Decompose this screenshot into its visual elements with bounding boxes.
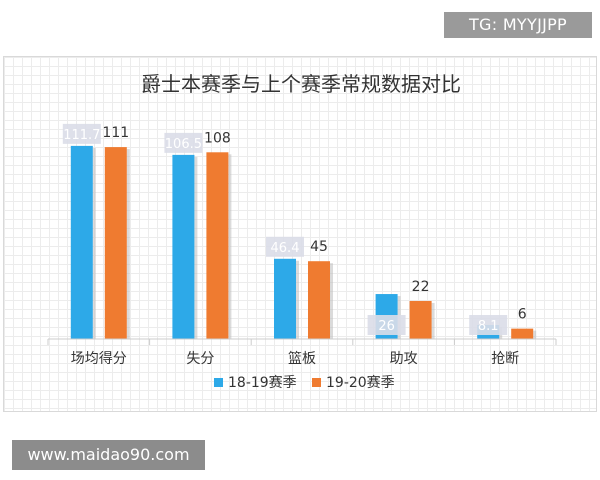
- data-label-series2: 22: [412, 279, 430, 295]
- x-axis: 场均得分 失分 篮板 助攻 抢断: [47, 338, 557, 367]
- bar-shadow: [296, 260, 299, 339]
- bar-shadow: [533, 330, 537, 339]
- bar-series2: [409, 300, 432, 339]
- data-label-series1: 46.4: [271, 241, 300, 256]
- data-label-series1: 111.7: [63, 128, 100, 143]
- watermark-top: TG: MYYJJPP: [444, 12, 592, 38]
- bar-series2: [308, 261, 330, 339]
- data-label-box: [164, 132, 203, 153]
- legend-label: 19-20赛季: [326, 375, 395, 391]
- data-label-series2: 45: [310, 239, 328, 255]
- data-label-series1: 106.5: [165, 137, 202, 152]
- bar-series2: [511, 328, 534, 339]
- x-tick-label: 失分: [186, 351, 214, 367]
- chart-panel: 爵士本赛季与上个赛季常规数据对比 111.7 111 106.5 108 46.4 45 2…: [3, 56, 597, 412]
- legend-label: 18-19赛季: [228, 375, 297, 391]
- data-label-series2: 6: [518, 307, 527, 323]
- legend-swatch: [312, 378, 321, 387]
- data-label-series1: 26: [378, 319, 395, 334]
- data-label-box: [266, 236, 304, 257]
- x-tick-label: 助攻: [390, 351, 418, 367]
- bar-series2: [206, 152, 229, 339]
- bar-shadow: [330, 263, 333, 339]
- bar-series2: [104, 147, 127, 339]
- bar-shadow: [126, 149, 130, 339]
- legend-swatch: [214, 378, 223, 387]
- bar-shadow: [431, 302, 435, 339]
- bar-series1: [172, 154, 195, 339]
- data-label-box: [367, 315, 406, 335]
- data-label-series2: 111: [102, 125, 129, 141]
- bar-series1: [274, 258, 296, 339]
- x-tick-label: 抢断: [491, 350, 519, 367]
- bar-series1: [70, 145, 93, 339]
- data-label-series2: 108: [204, 130, 231, 146]
- data-labels-layer: 111.7 111 106.5 108 46.4 45 26 22 8.1 6: [62, 123, 527, 335]
- chart-title: 爵士本赛季与上个赛季常规数据对比: [141, 72, 461, 96]
- bar-shadow: [92, 147, 96, 339]
- data-label-series1: 8.1: [478, 319, 499, 334]
- bar-chart: 爵士本赛季与上个赛季常规数据对比 111.7 111 106.5 108 46.4 45 2…: [47, 72, 557, 391]
- bar-shadow: [228, 154, 232, 339]
- legend: 18-19赛季 19-20赛季: [214, 375, 395, 391]
- x-tick-label: 篮板: [288, 351, 316, 367]
- watermark-bottom: www.maidao90.com: [12, 440, 205, 470]
- data-label-box: [62, 123, 101, 144]
- x-tick-label: 场均得分: [71, 350, 127, 367]
- data-label-box: [469, 315, 508, 335]
- bar-shadow: [194, 156, 198, 339]
